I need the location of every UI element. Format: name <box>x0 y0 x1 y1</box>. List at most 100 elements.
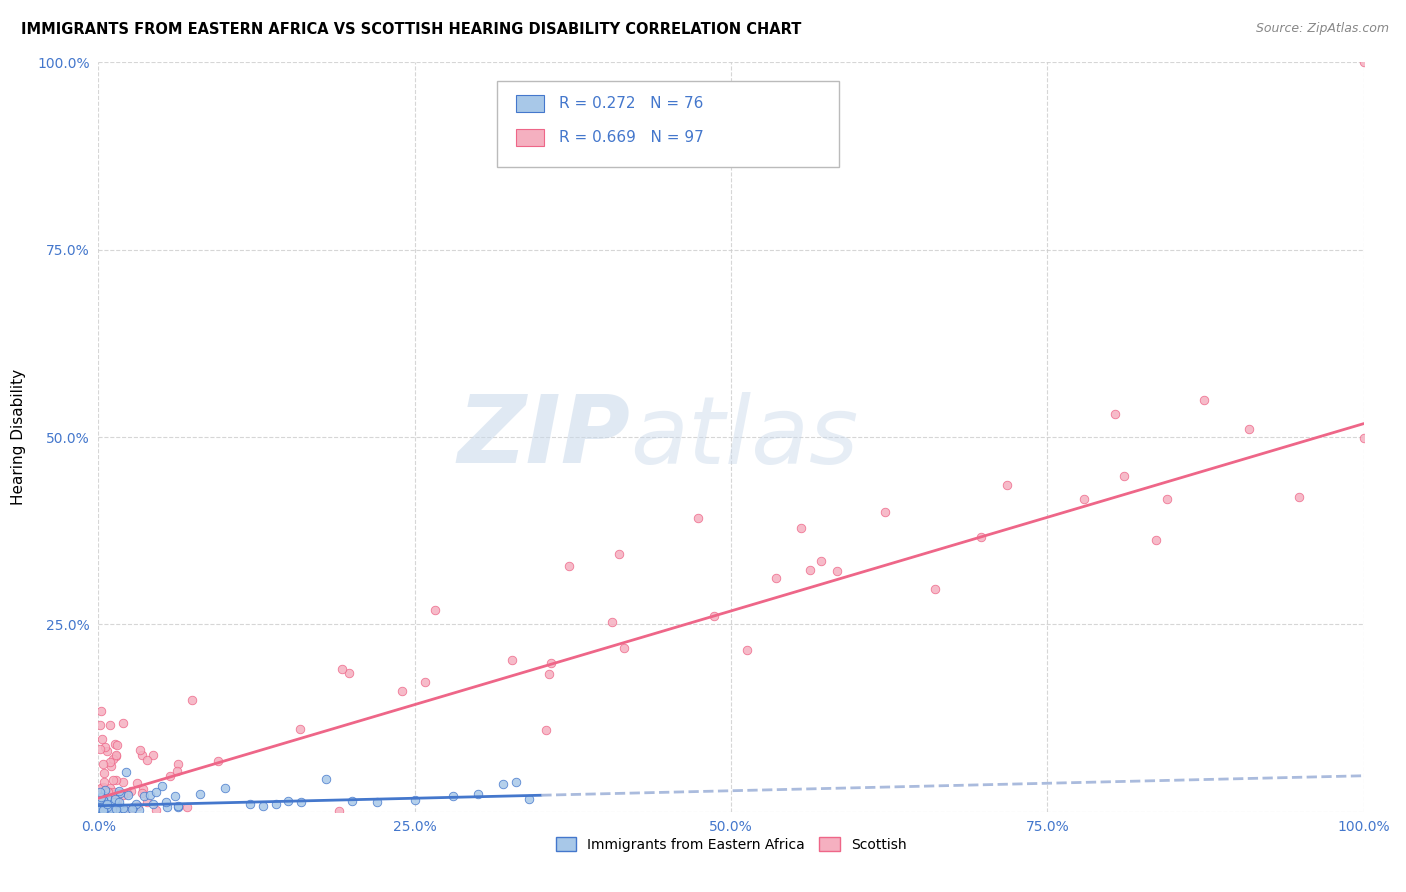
Point <box>90 704 112 718</box>
Point <box>127 798 149 813</box>
Point <box>98 800 121 814</box>
Point <box>423 603 446 617</box>
Point <box>1288 490 1310 504</box>
Point <box>91 793 114 807</box>
Point <box>132 782 155 797</box>
Point <box>825 564 848 578</box>
Point <box>90 804 112 818</box>
Point <box>98 799 121 814</box>
Point <box>91 793 114 807</box>
Point <box>315 772 337 787</box>
Text: ZIP: ZIP <box>457 391 630 483</box>
Point <box>112 775 135 789</box>
Point <box>138 789 160 803</box>
Point <box>93 775 115 789</box>
Point <box>90 781 112 796</box>
Point <box>100 803 122 817</box>
Point <box>89 799 111 814</box>
Point <box>873 505 896 519</box>
Point <box>810 554 832 568</box>
FancyBboxPatch shape <box>516 129 544 145</box>
Point <box>98 718 121 732</box>
Point <box>117 788 139 802</box>
Point <box>167 800 190 814</box>
Point <box>93 803 115 817</box>
Point <box>91 756 114 771</box>
Point <box>105 739 128 753</box>
Point <box>290 722 312 736</box>
Text: R = 0.669   N = 97: R = 0.669 N = 97 <box>560 130 704 145</box>
Point <box>93 793 115 807</box>
Point <box>96 791 118 805</box>
Point <box>97 804 120 818</box>
Point <box>150 779 173 793</box>
Point <box>104 773 127 788</box>
Point <box>89 792 111 806</box>
Point <box>114 804 136 818</box>
Text: R = 0.272   N = 76: R = 0.272 N = 76 <box>560 96 703 112</box>
Point <box>91 732 114 747</box>
Point <box>90 799 112 814</box>
Point <box>142 797 165 811</box>
Point <box>112 715 135 730</box>
Point <box>1114 468 1136 483</box>
FancyBboxPatch shape <box>516 95 544 112</box>
Point <box>112 801 135 815</box>
Point <box>924 582 946 596</box>
Point <box>101 773 124 788</box>
Point <box>686 511 709 525</box>
Point <box>135 753 157 767</box>
Point <box>155 795 177 809</box>
Text: IMMIGRANTS FROM EASTERN AFRICA VS SCOTTISH HEARING DISABILITY CORRELATION CHART: IMMIGRANTS FROM EASTERN AFRICA VS SCOTTI… <box>21 22 801 37</box>
Point <box>145 803 167 817</box>
Point <box>337 666 360 681</box>
Point <box>108 795 131 809</box>
Point <box>105 802 128 816</box>
Point <box>89 802 111 816</box>
Point <box>540 656 562 670</box>
Point <box>1156 491 1178 506</box>
Point <box>127 776 149 790</box>
Point <box>207 754 229 768</box>
Point <box>176 800 198 814</box>
Point <box>1237 422 1260 436</box>
Point <box>93 740 115 755</box>
Point <box>104 790 127 805</box>
Point <box>131 786 153 800</box>
Point <box>534 723 557 737</box>
Point <box>167 799 190 814</box>
Point <box>735 643 758 657</box>
Point <box>607 548 630 562</box>
Point <box>104 791 127 805</box>
Point <box>101 751 124 765</box>
Point <box>969 530 991 544</box>
Point <box>467 787 489 801</box>
Point <box>89 803 111 817</box>
Point <box>505 774 527 789</box>
Point <box>100 758 122 772</box>
Point <box>115 764 138 779</box>
Point <box>131 748 153 763</box>
Point <box>1353 55 1375 70</box>
Point <box>1104 407 1126 421</box>
Y-axis label: Hearing Disability: Hearing Disability <box>11 369 27 505</box>
Point <box>214 780 236 795</box>
Point <box>104 737 127 751</box>
Point <box>98 756 121 770</box>
Point <box>413 675 436 690</box>
Point <box>277 794 299 808</box>
Point <box>104 804 127 818</box>
Point <box>239 797 262 811</box>
Point <box>89 784 111 798</box>
Point <box>98 781 121 796</box>
Point <box>107 793 129 807</box>
Point <box>790 521 813 535</box>
Point <box>89 791 111 805</box>
Point <box>128 804 150 818</box>
Point <box>166 764 188 778</box>
Point <box>366 795 388 809</box>
Point <box>441 789 464 804</box>
Point <box>558 559 581 574</box>
Point <box>391 683 413 698</box>
Point <box>134 789 156 803</box>
